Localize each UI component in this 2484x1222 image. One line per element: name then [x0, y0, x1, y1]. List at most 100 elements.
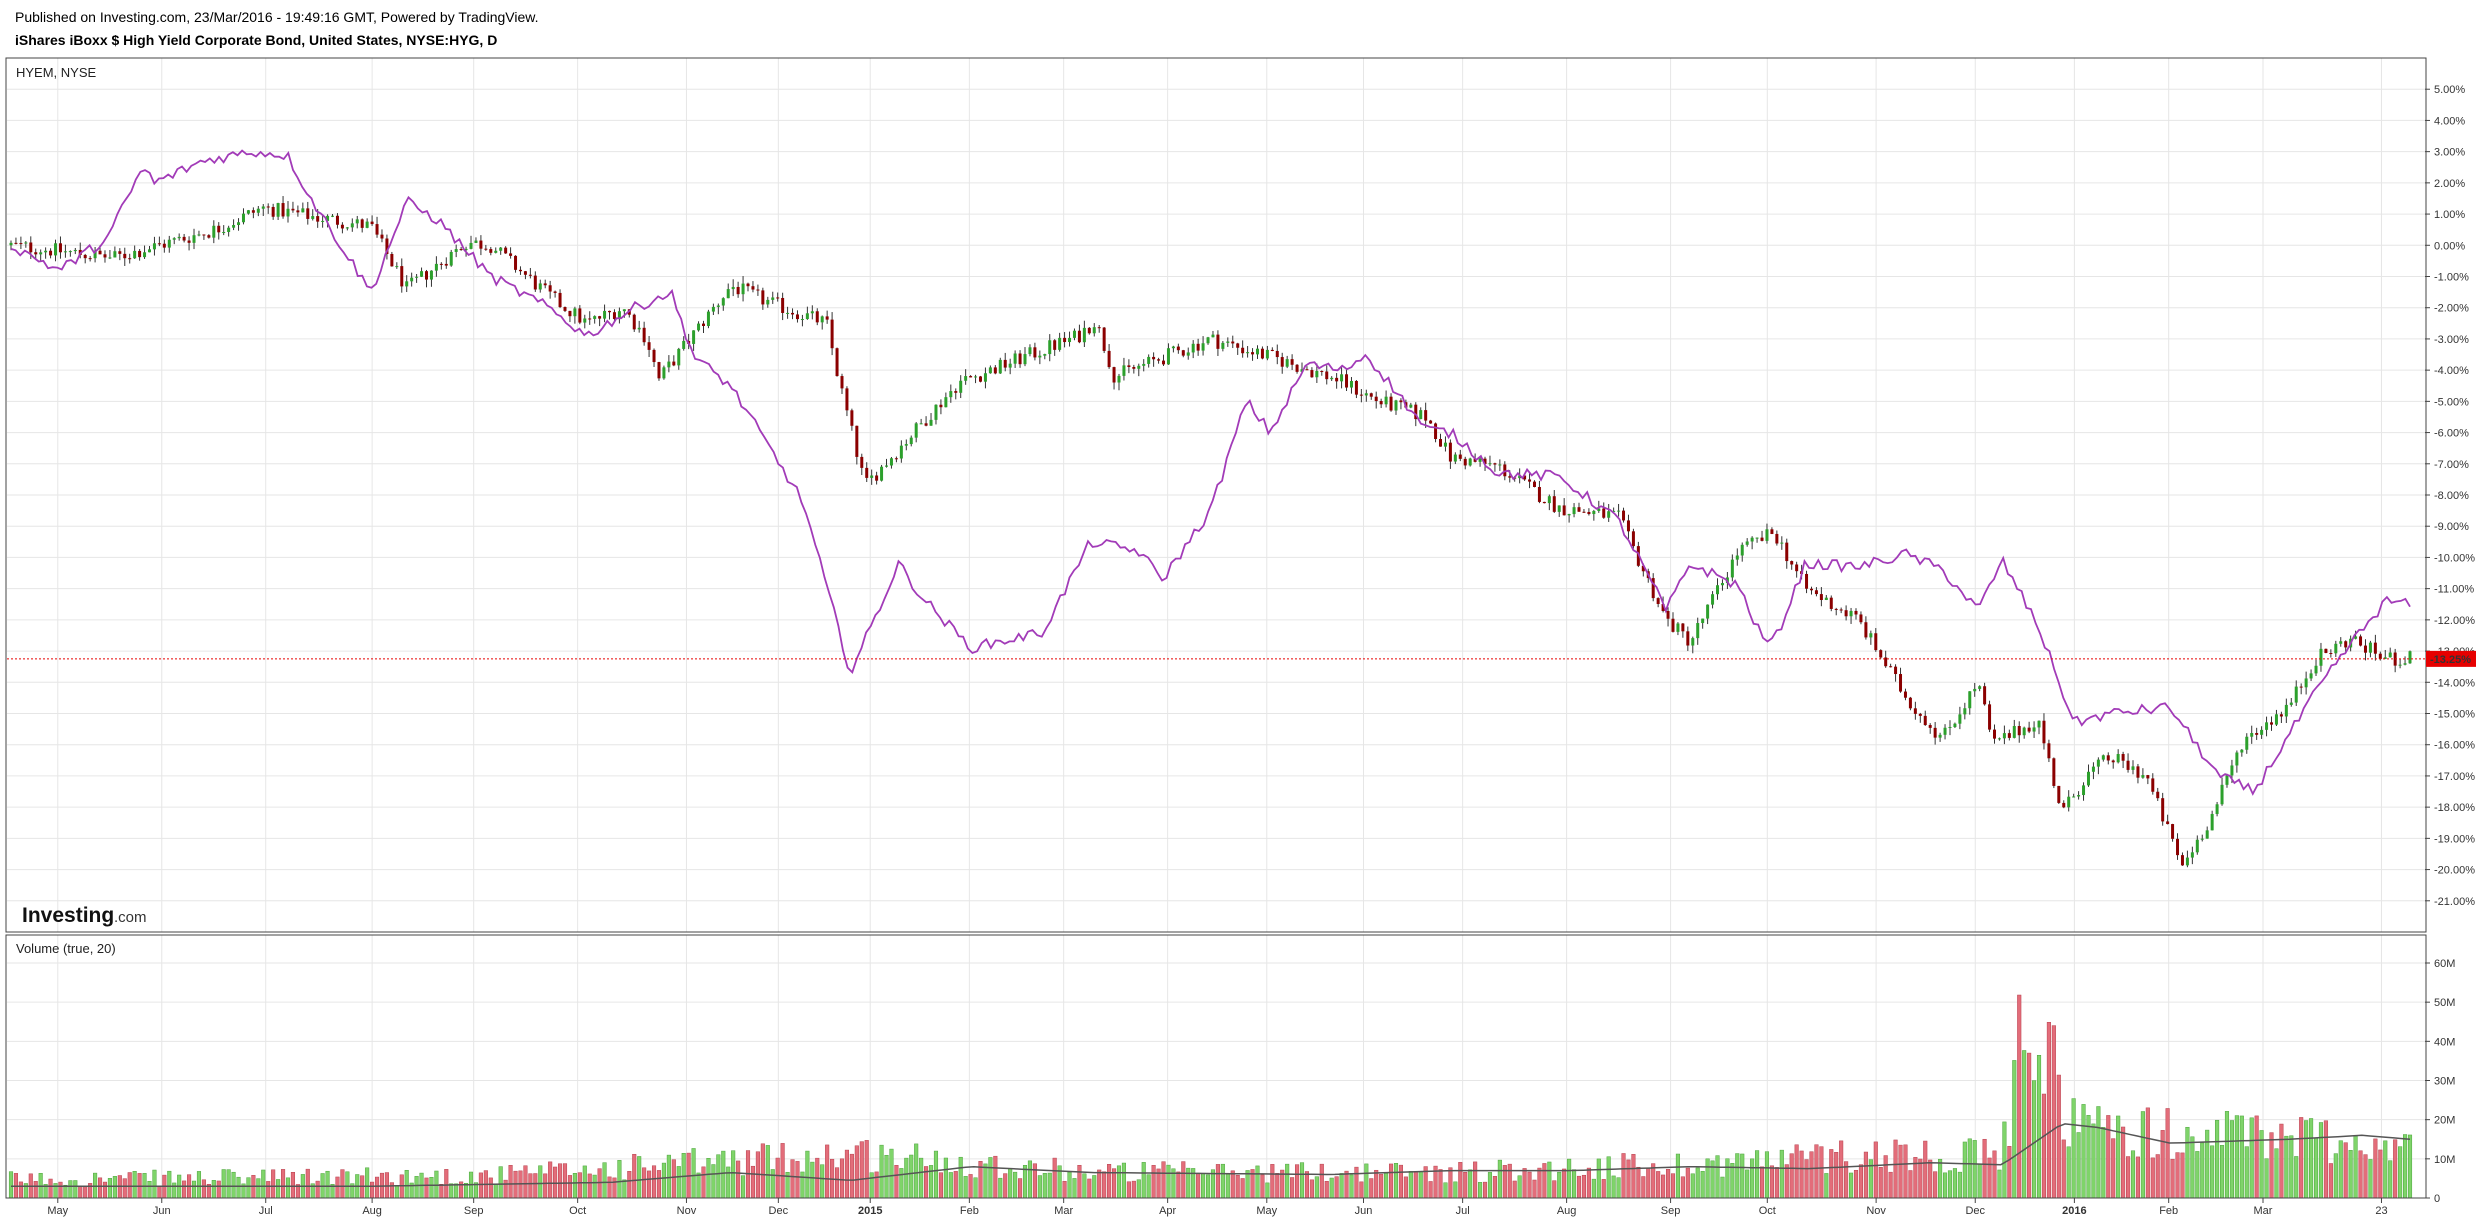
candle-body	[2121, 754, 2125, 761]
candle-body	[138, 250, 142, 258]
candle-body	[1058, 337, 1062, 350]
volume-bar	[1903, 1144, 1908, 1199]
volume-bar	[1992, 1150, 1997, 1199]
volume-bar	[404, 1169, 409, 1199]
candle-body	[1528, 479, 1532, 482]
y-tick-label: -9.00%	[2434, 521, 2469, 533]
candle-body	[286, 208, 290, 217]
candle-body	[1251, 352, 1255, 355]
x-tick-label: May	[1256, 1205, 1277, 1217]
candle-body	[1132, 366, 1136, 369]
candle-body	[217, 225, 221, 233]
volume-bar	[271, 1169, 276, 1199]
volume-bar	[493, 1183, 498, 1199]
candle-body	[1345, 374, 1349, 388]
volume-bar	[523, 1165, 528, 1199]
volume-bar	[661, 1162, 666, 1199]
candle-body	[2324, 648, 2328, 654]
candle-body	[1394, 400, 1398, 411]
volume-bar	[1601, 1179, 1606, 1199]
candle-body	[899, 445, 903, 459]
candle-body	[2270, 722, 2274, 725]
y-tick-label: -16.00%	[2434, 740, 2475, 752]
volume-bar	[2121, 1126, 2126, 1199]
volume-bar	[2244, 1146, 2249, 1199]
candle-body	[2284, 704, 2288, 717]
candle-body	[1063, 337, 1067, 343]
volume-bar	[696, 1172, 701, 1199]
candle-body	[49, 250, 53, 256]
candle-body	[1384, 396, 1388, 405]
candle-body	[484, 248, 488, 250]
volume-bar	[1745, 1169, 1750, 1199]
candle-body	[326, 215, 330, 221]
volume-bar	[281, 1169, 286, 1199]
volume-bar	[1982, 1138, 1987, 1199]
candle-body	[375, 224, 379, 235]
x-tick-label: Aug	[1557, 1205, 1577, 1217]
candle-body	[39, 252, 43, 255]
candle-body	[652, 349, 656, 363]
candle-body	[1745, 541, 1749, 545]
candle-body	[88, 258, 92, 260]
last-price-label: -13.25%	[2430, 654, 2471, 666]
volume-bar	[1497, 1159, 1502, 1199]
volume-bar	[894, 1165, 899, 1199]
volume-bar	[345, 1171, 350, 1199]
volume-bar	[1201, 1173, 1206, 1199]
candle-body	[1028, 347, 1032, 355]
volume-bar	[691, 1148, 696, 1199]
volume-bar	[2022, 1050, 2027, 1199]
volume-bar	[711, 1164, 716, 1199]
volume-bar	[602, 1162, 607, 1199]
candle-body	[2210, 813, 2214, 831]
candle-body	[157, 243, 161, 245]
candle-body	[593, 316, 597, 319]
volume-bar	[1453, 1181, 1458, 1199]
candle-body	[1097, 327, 1101, 329]
candle-body	[2378, 653, 2382, 659]
volume-bar	[2210, 1145, 2215, 1199]
volume-bar	[805, 1150, 810, 1199]
volume-bar	[2378, 1149, 2383, 1199]
volume-bar	[2249, 1117, 2254, 1199]
volume-bar	[1225, 1173, 1230, 1199]
volume-bar	[1636, 1166, 1641, 1199]
volume-bar	[1215, 1164, 1220, 1199]
candle-body	[1280, 357, 1284, 367]
candle-body	[29, 242, 33, 253]
volume-bar	[2165, 1108, 2170, 1199]
candle-body	[1255, 348, 1259, 355]
candle-body	[1735, 555, 1739, 560]
volume-bar	[2299, 1117, 2304, 1199]
candle-body	[2190, 852, 2194, 858]
volume-bar	[538, 1165, 543, 1199]
candle-body	[1453, 454, 1457, 462]
candle-body	[949, 391, 953, 398]
volume-bar	[93, 1172, 98, 1199]
candle-body	[1681, 623, 1685, 632]
candle-body	[889, 458, 893, 466]
candle-body	[1072, 330, 1076, 338]
volume-bar	[1888, 1171, 1893, 1199]
candle-body	[1023, 354, 1027, 365]
candle-body	[1844, 610, 1848, 617]
volume-bar	[2190, 1136, 2195, 1199]
volume-bar	[1661, 1174, 1666, 1199]
x-tick-label: 2015	[858, 1205, 882, 1217]
candle-body	[1468, 458, 1472, 466]
candle-body	[978, 376, 982, 382]
candle-body	[1636, 546, 1640, 566]
volume-bar	[1552, 1180, 1557, 1199]
candle-body	[1592, 510, 1596, 515]
candle-body	[1335, 377, 1339, 382]
candle-body	[1176, 346, 1180, 351]
volume-bar	[528, 1173, 533, 1199]
volume-tick-label: 10M	[2434, 1154, 2455, 1166]
candle-body	[1068, 337, 1072, 343]
candle-body	[1785, 542, 1789, 562]
candle-body	[1869, 633, 1873, 638]
candle-body	[415, 276, 419, 278]
volume-bar	[325, 1170, 330, 1199]
candle-body	[1493, 463, 1497, 465]
